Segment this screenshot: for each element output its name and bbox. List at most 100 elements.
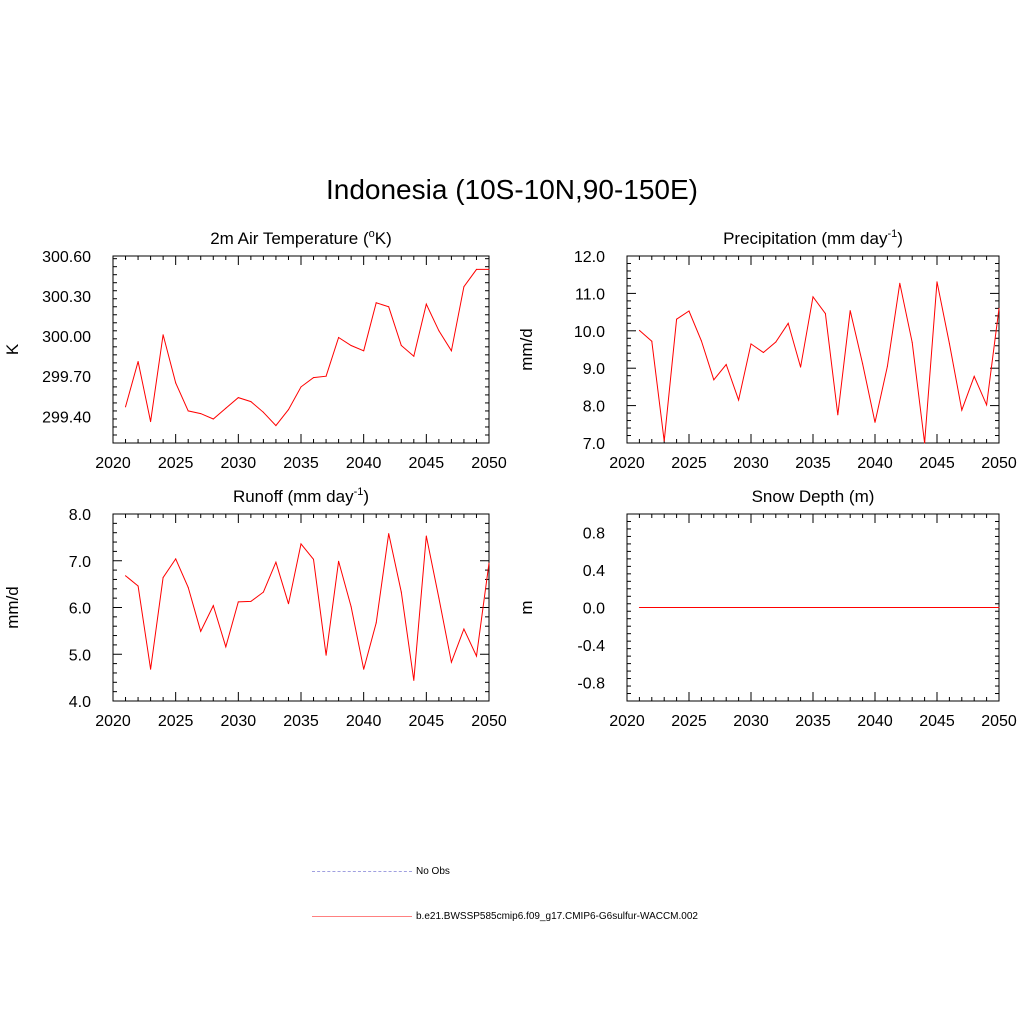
- data-point: [862, 607, 864, 608]
- data-point: [150, 421, 152, 423]
- data-point: [775, 607, 777, 608]
- y-tick-label: 299.70: [42, 369, 91, 386]
- x-tick-label: 2030: [733, 713, 769, 730]
- data-point: [438, 330, 440, 332]
- data-point: [400, 345, 402, 346]
- y-tick-label: 7.0: [583, 436, 605, 453]
- data-point: [874, 421, 876, 423]
- data-point: [375, 302, 377, 304]
- data-point: [338, 560, 340, 562]
- data-point: [948, 607, 950, 608]
- data-point: [750, 607, 752, 608]
- data-point: [413, 355, 415, 357]
- data-point: [725, 607, 727, 608]
- data-point: [924, 442, 926, 444]
- x-tick-label: 2045: [919, 713, 955, 730]
- y-tick-label: 300.00: [42, 329, 91, 346]
- data-point: [886, 365, 888, 367]
- data-point: [350, 345, 352, 346]
- data-point: [936, 607, 938, 608]
- data-point: [862, 363, 864, 365]
- data-point: [973, 375, 975, 377]
- figure-title: Indonesia (10S-10N,90-150E): [325, 174, 698, 205]
- data-point: [899, 282, 901, 284]
- data-point: [425, 303, 427, 305]
- legend-item-no-obs: No Obs: [312, 866, 450, 877]
- data-point: [824, 313, 826, 315]
- panel-title: Snow Depth (m): [752, 487, 875, 506]
- data-point: [300, 386, 302, 388]
- data-point: [849, 310, 851, 312]
- legend-item-model-run: b.e21.BWSSP585cmip6.f09_g17.CMIP6-G6sulf…: [312, 911, 698, 922]
- data-point: [638, 607, 640, 608]
- panel-snow-depth: 2020 2025 2030 2035 2040 2045 2050 -0.8 -0.4 0.0 0…: [517, 487, 1017, 730]
- data-point: [676, 318, 678, 320]
- x-tick-label: 2025: [671, 713, 707, 730]
- series-line: [125, 268, 489, 427]
- x-tick-label: 2050: [981, 455, 1017, 472]
- data-point: [363, 350, 365, 352]
- data-point: [948, 343, 950, 344]
- y-tick-label: 0.0: [583, 601, 605, 618]
- data-point: [162, 577, 164, 579]
- x-tick-label: 2050: [981, 713, 1017, 730]
- x-tick-label: 2045: [919, 455, 955, 472]
- data-point: [425, 535, 427, 537]
- data-point: [651, 607, 653, 608]
- data-point: [986, 404, 988, 406]
- x-tick-label: 2020: [609, 455, 645, 472]
- x-tick-label: 2045: [409, 713, 445, 730]
- data-point: [450, 661, 452, 663]
- data-point: [313, 558, 314, 560]
- data-point: [187, 586, 189, 588]
- data-point: [676, 607, 678, 608]
- legend-swatch: [312, 870, 412, 872]
- data-point: [688, 310, 690, 312]
- y-tick-label: 300.30: [42, 289, 91, 306]
- data-point: [288, 409, 289, 411]
- data-point: [998, 607, 1000, 608]
- plot-frame: [112, 513, 490, 702]
- x-tick-label: 2025: [158, 713, 194, 730]
- panel-runoff: 2020 2025 2030 2035 2040 2045 2050 4.0 5.0 6.0 7.0…: [3, 486, 507, 730]
- x-tick-label: 2035: [795, 455, 831, 472]
- y-tick-label: 12.0: [574, 249, 605, 266]
- data-point: [973, 607, 975, 608]
- data-point: [338, 337, 340, 338]
- x-tick-label: 2045: [409, 455, 445, 472]
- data-point: [413, 679, 415, 681]
- x-tick-label: 2040: [346, 713, 382, 730]
- data-point: [363, 668, 365, 670]
- data-point: [262, 411, 264, 413]
- data-point: [463, 286, 465, 288]
- panel-title: 2m Air Temperature (oK): [210, 228, 392, 248]
- data-point: [787, 607, 789, 608]
- y-tick-label: 4.0: [69, 694, 91, 711]
- x-tick-label: 2030: [733, 455, 769, 472]
- panel-precipitation: 2020 2025 2030 2035 2040 2045 2050 7.0 8.0 9.0 10.…: [517, 228, 1017, 472]
- data-point: [849, 607, 851, 608]
- data-point: [837, 607, 839, 608]
- y-axis-label: K: [3, 343, 22, 355]
- x-tick-label: 2040: [857, 713, 893, 730]
- data-point: [762, 352, 764, 353]
- y-tick-label: 9.0: [583, 361, 605, 378]
- data-point: [375, 622, 377, 624]
- x-tick-label: 2035: [283, 713, 319, 730]
- data-point: [800, 607, 802, 608]
- panel-title: Precipitation (mm day-1): [723, 228, 903, 248]
- x-tick-label: 2050: [471, 455, 507, 472]
- data-point: [787, 322, 789, 324]
- data-point: [476, 655, 477, 657]
- y-tick-label: 300.60: [42, 249, 91, 266]
- data-point: [700, 607, 702, 608]
- data-point: [874, 607, 876, 608]
- y-axis-label: m: [517, 600, 536, 614]
- data-point: [175, 558, 177, 560]
- data-point: [275, 425, 277, 427]
- series-line: [639, 281, 1000, 444]
- data-point: [225, 646, 227, 648]
- y-tick-label: 7.0: [69, 554, 91, 571]
- data-point: [300, 543, 302, 545]
- legend-swatch: [312, 915, 412, 917]
